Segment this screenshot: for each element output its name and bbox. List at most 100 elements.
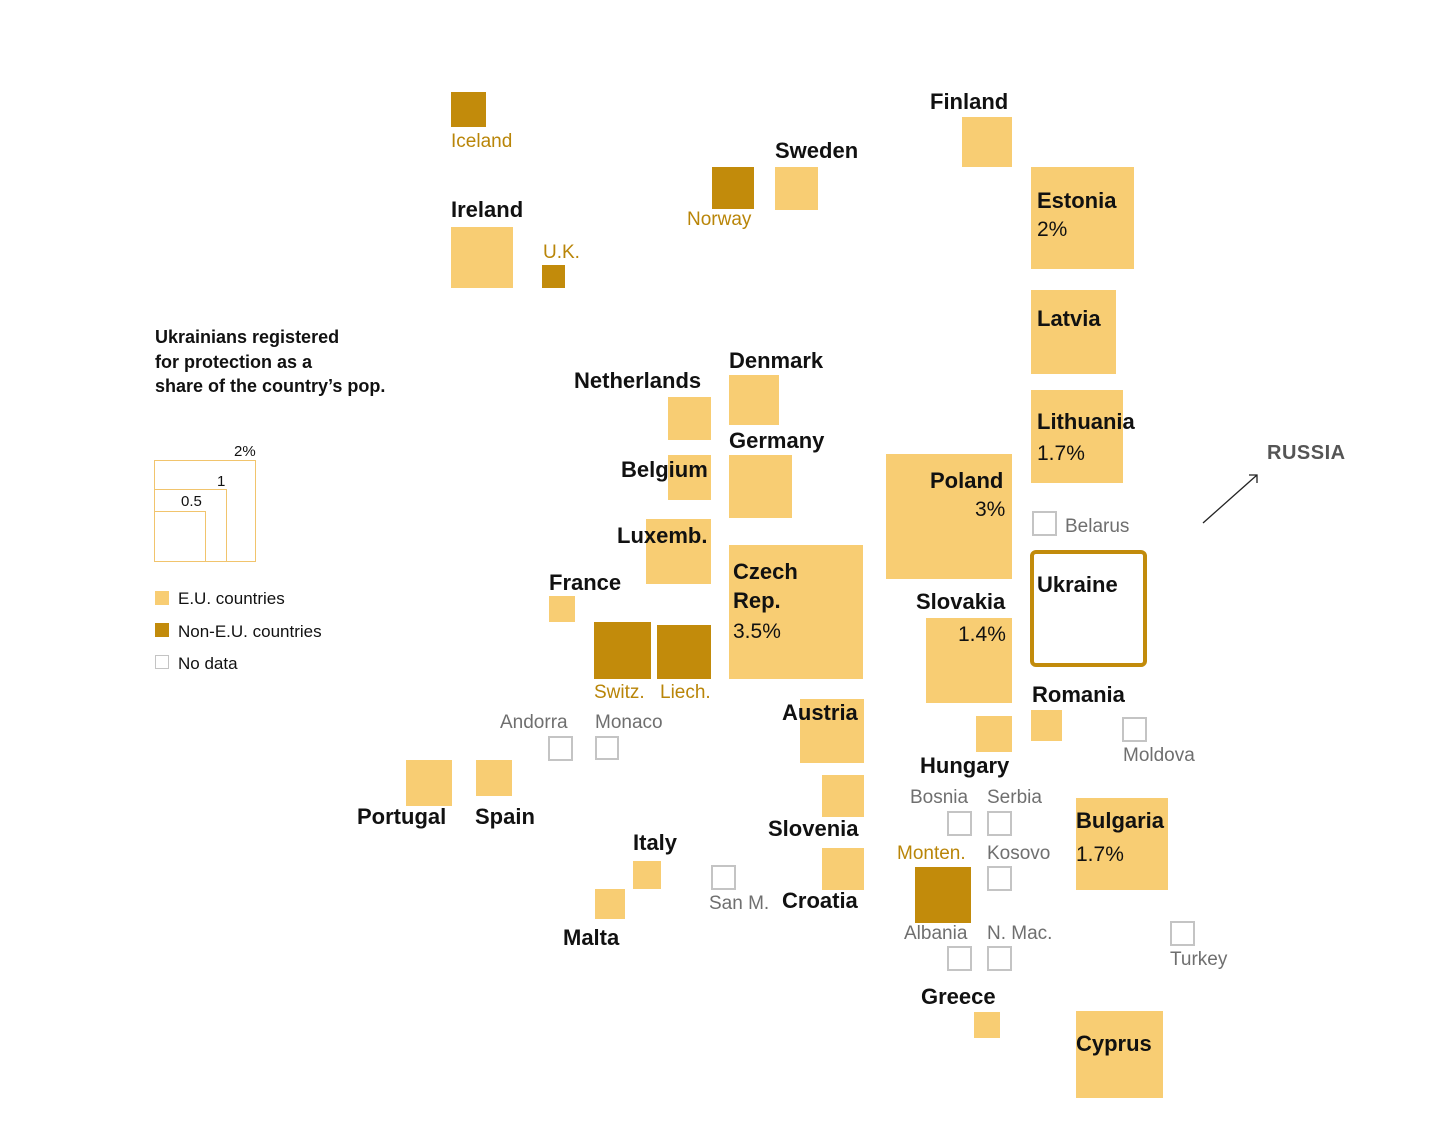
country-label-serbia: Serbia <box>987 787 1042 808</box>
country-label-kosovo: Kosovo <box>987 843 1051 864</box>
country-pct-slovakia: 1.4% <box>958 623 1006 646</box>
russia-label: RUSSIA <box>1267 442 1346 464</box>
country-square-slovakia <box>926 618 1012 703</box>
country-square-norway <box>712 167 754 209</box>
country-label-nmac: N. Mac. <box>987 923 1053 944</box>
country-square-serbia <box>987 811 1012 836</box>
country-label-norway: Norway <box>687 209 752 230</box>
country-square-netherlands <box>668 397 711 440</box>
country-square-monaco <box>595 736 619 760</box>
country-label-turkey: Turkey <box>1170 949 1228 970</box>
country-square-italy <box>633 861 661 889</box>
country-label-belgium: Belgium <box>621 457 708 482</box>
country-label-greece: Greece <box>921 984 996 1009</box>
country-square-poland <box>886 454 1012 579</box>
country-label-albania: Albania <box>904 923 968 944</box>
country-square-kosovo <box>987 866 1012 891</box>
country-square-luxemb <box>646 519 711 584</box>
country-label-finland: Finland <box>930 89 1009 114</box>
country-square-germany <box>729 455 792 518</box>
country-square-bulgaria <box>1076 798 1168 890</box>
country-square-sanm <box>711 865 736 890</box>
key-swatch-nodata <box>155 655 169 669</box>
country-square-portugal <box>406 760 452 806</box>
country-label-czech-line: Rep. <box>733 588 781 613</box>
country-label-uk: U.K. <box>543 242 580 263</box>
country-label-bulgaria: Bulgaria <box>1076 808 1165 833</box>
country-label-switz: Switz. <box>594 682 645 703</box>
scale-label-1pct: 1 <box>217 473 226 490</box>
scale-label-05pct: 0.5 <box>181 493 202 510</box>
legend-title-line: share of the country’s pop. <box>155 376 386 396</box>
country-square-andorra <box>548 736 573 761</box>
country-square-switz <box>594 622 651 679</box>
country-square-hungary <box>976 716 1012 752</box>
country-label-sanm: San M. <box>709 893 770 914</box>
country-label-liech: Liech. <box>660 682 711 703</box>
legend-title-line: for protection as a <box>155 351 313 372</box>
country-label-portugal: Portugal <box>357 804 447 829</box>
country-label-lithuania: Lithuania <box>1037 409 1135 434</box>
country-label-italy: Italy <box>633 830 678 855</box>
country-square-malta <box>595 889 625 919</box>
scale-label-2pct: 2% <box>234 443 256 460</box>
country-label-moldova: Moldova <box>1123 745 1195 766</box>
country-square-estonia <box>1031 167 1134 269</box>
country-square-ireland <box>451 227 513 288</box>
key-swatch-noneu <box>155 623 169 637</box>
country-label-slovenia: Slovenia <box>768 816 859 841</box>
country-label-spain: Spain <box>475 804 535 829</box>
country-square-bosnia <box>947 811 972 836</box>
country-square-iceland <box>451 92 486 127</box>
country-square-austria <box>800 699 864 763</box>
country-pct-czech: 3.5% <box>733 620 781 643</box>
country-label-luxemb: Luxemb. <box>617 523 708 548</box>
country-square-france <box>549 596 575 622</box>
country-label-czech-line: Czech <box>733 559 798 584</box>
country-square-finland <box>962 117 1012 167</box>
country-square-greece <box>974 1012 1000 1038</box>
country-label-belarus: Belarus <box>1065 516 1130 537</box>
russia-arrow-icon <box>1202 474 1258 524</box>
country-label-denmark: Denmark <box>729 348 824 373</box>
country-square-czech <box>729 545 863 679</box>
country-square-romania <box>1031 710 1062 741</box>
country-label-cyprus: Cyprus <box>1076 1031 1152 1056</box>
country-label-malta: Malta <box>563 925 620 950</box>
country-label-ireland: Ireland <box>451 197 524 222</box>
country-square-lithuania <box>1031 390 1123 483</box>
country-label-monten: Monten. <box>897 843 966 864</box>
country-square-slovenia <box>822 775 864 817</box>
country-label-austria: Austria <box>782 700 858 725</box>
key-label-nodata: No data <box>178 654 238 673</box>
country-label-poland: Poland <box>930 468 1004 493</box>
country-label-germany: Germany <box>729 428 825 453</box>
country-label-ukraine: Ukraine <box>1037 572 1118 597</box>
country-label-bosnia: Bosnia <box>910 787 969 808</box>
country-pct-estonia: 2% <box>1037 218 1068 241</box>
country-square-nmac <box>987 946 1012 971</box>
country-label-monaco: Monaco <box>595 712 663 733</box>
country-label-estonia: Estonia <box>1037 188 1117 213</box>
country-square-belgium <box>668 455 711 500</box>
country-label-netherlands: Netherlands <box>574 368 702 393</box>
country-square-belarus <box>1032 511 1057 536</box>
country-pct-poland: 3% <box>975 498 1006 521</box>
country-square-moldova <box>1122 717 1147 742</box>
country-label-andorra: Andorra <box>500 712 568 733</box>
country-label-hungary: Hungary <box>920 753 1010 778</box>
country-label-sweden: Sweden <box>775 138 859 163</box>
country-square-croatia <box>822 848 864 890</box>
country-square-denmark <box>729 375 779 425</box>
key-label-eu: E.U. countries <box>178 589 285 608</box>
country-square-turkey <box>1170 921 1195 946</box>
country-square-liech <box>657 625 711 679</box>
country-square-albania <box>947 946 972 971</box>
country-pct-lithuania: 1.7% <box>1037 442 1085 465</box>
scale-box-05pct <box>154 511 206 562</box>
country-square-monten <box>915 867 971 923</box>
key-swatch-eu <box>155 591 169 605</box>
country-label-croatia: Croatia <box>782 888 858 913</box>
country-square-cyprus <box>1076 1011 1163 1098</box>
